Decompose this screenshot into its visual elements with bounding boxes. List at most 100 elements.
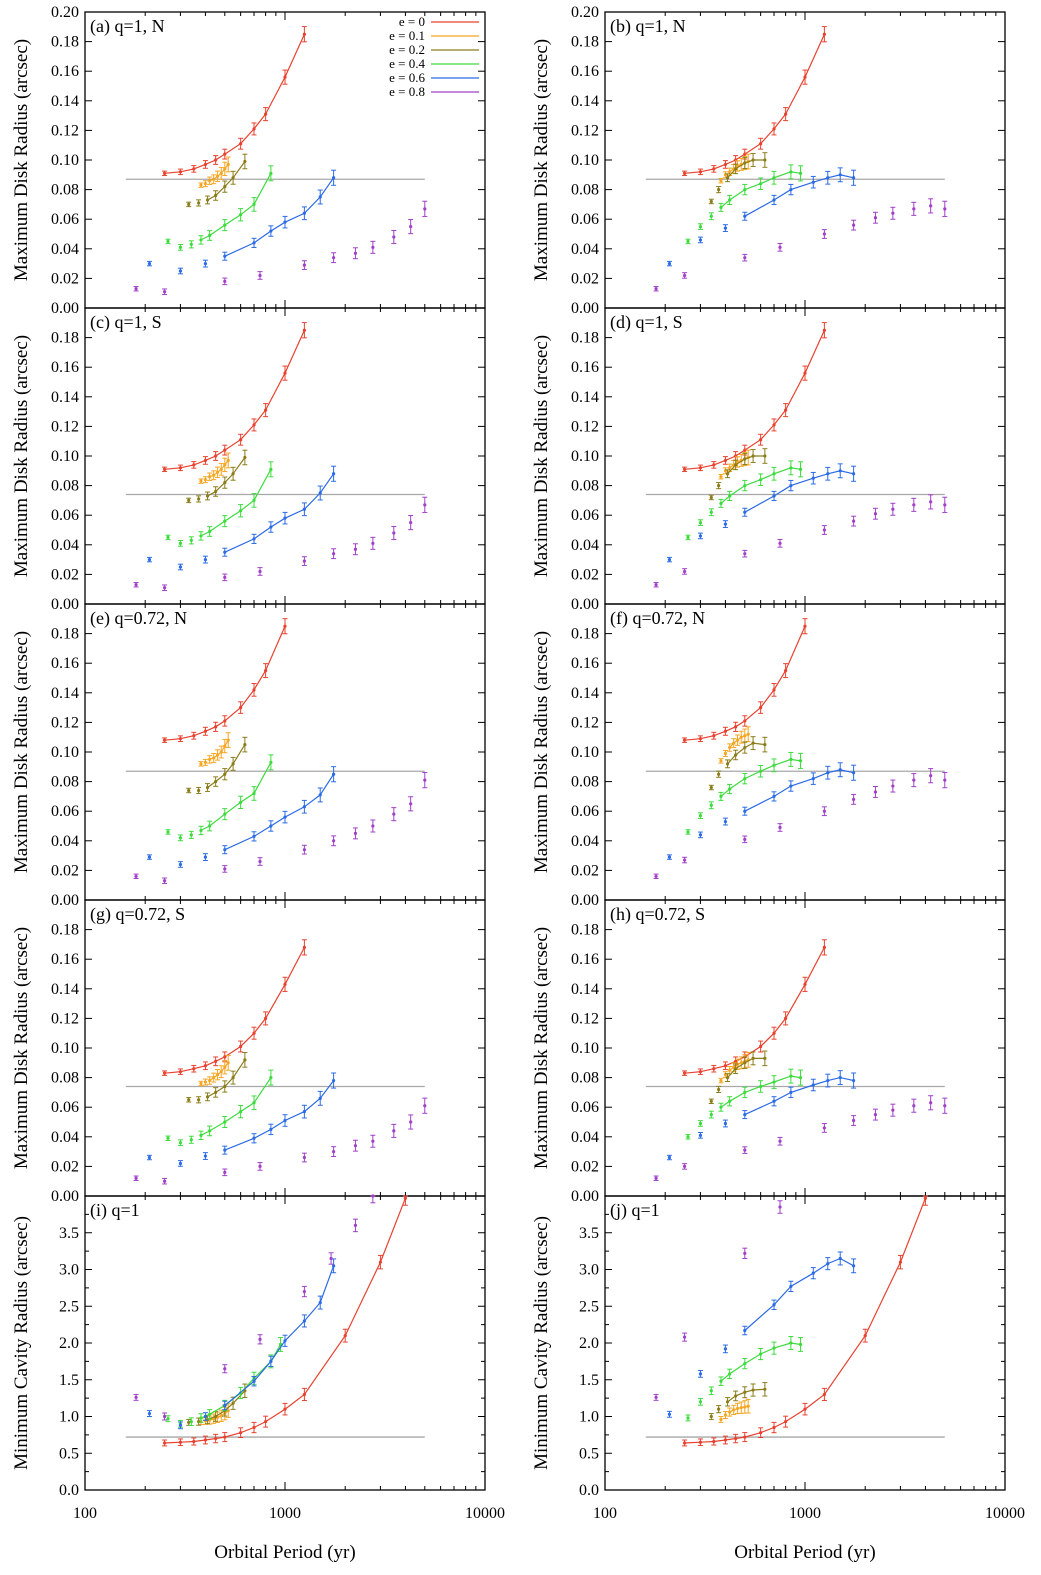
- data-point: [371, 824, 375, 828]
- data-point: [923, 1196, 928, 1200]
- data-point: [759, 706, 763, 710]
- data-point: [717, 1407, 721, 1411]
- data-point: [803, 1407, 807, 1411]
- data-point: [208, 757, 212, 762]
- data-point: [751, 454, 755, 458]
- data-point: [178, 836, 183, 840]
- y-tick-label: 0.02: [51, 270, 79, 287]
- data-point: [723, 819, 728, 824]
- data-point: [283, 1118, 287, 1123]
- y-tick-label: 0.10: [571, 448, 599, 465]
- data-point: [409, 1120, 413, 1124]
- plot-frame: [84, 899, 486, 1197]
- data-point: [223, 1435, 227, 1439]
- data-point: [743, 510, 747, 514]
- data-point: [178, 1423, 183, 1427]
- data-point: [269, 760, 273, 764]
- data-point: [682, 1071, 687, 1075]
- data-point: [822, 1392, 826, 1397]
- data-point: [743, 1435, 747, 1439]
- panel-e: 0.00 0.02 0.04 0.06 0.08 0.10 0.12 0.14 0.16 0.18…: [11, 603, 486, 909]
- data-point: [698, 1372, 703, 1376]
- data-point: [743, 1251, 747, 1255]
- data-point: [205, 1095, 210, 1099]
- data-point: [743, 1328, 747, 1333]
- data-point: [723, 226, 728, 230]
- data-point: [223, 1065, 227, 1069]
- data-point: [214, 454, 218, 458]
- data-point: [943, 503, 947, 507]
- data-point: [743, 448, 747, 452]
- y-tick-label: 0.00: [571, 596, 599, 613]
- data-point: [734, 753, 738, 757]
- data-point: [667, 262, 672, 266]
- data-point: [223, 1120, 227, 1124]
- data-point: [734, 1059, 738, 1063]
- panel-c: 0.00 0.02 0.04 0.06 0.08 0.10 0.12 0.14 0.16 0.18…: [11, 307, 486, 613]
- data-point: [192, 734, 196, 738]
- data-point: [654, 1395, 658, 1399]
- data-point: [252, 834, 256, 838]
- data-point: [725, 176, 730, 180]
- data-point: [717, 1087, 721, 1092]
- y-tick-label: 0.14: [571, 981, 599, 998]
- data-point: [784, 112, 788, 116]
- series-e02: [186, 449, 248, 504]
- data-point: [243, 159, 247, 164]
- y-tick-label: 0.10: [571, 1040, 599, 1057]
- y-axis-label: Maximum Disk Radius (arcsec): [11, 335, 32, 577]
- data-point: [667, 855, 672, 859]
- data-point: [178, 1141, 183, 1145]
- data-point: [772, 494, 776, 498]
- data-point: [252, 1136, 256, 1140]
- data-point: [353, 251, 358, 255]
- series-e0: [162, 322, 307, 473]
- data-point: [698, 737, 703, 741]
- data-point: [226, 1409, 230, 1413]
- data-point: [873, 216, 878, 220]
- y-tick-label: 0.18: [51, 626, 79, 643]
- series-e08: [653, 768, 948, 880]
- data-point: [838, 768, 842, 772]
- data-point: [822, 809, 826, 813]
- y-tick-label: 0.08: [571, 774, 599, 791]
- data-point: [203, 558, 208, 562]
- data-point: [343, 1334, 347, 1338]
- data-point: [789, 1090, 793, 1094]
- data-point: [743, 161, 747, 165]
- data-point: [166, 239, 170, 243]
- y-tick-label: 0.02: [571, 1158, 599, 1175]
- data-point: [719, 475, 723, 479]
- data-point: [318, 1300, 322, 1305]
- data-point: [717, 484, 721, 488]
- data-point: [772, 1080, 776, 1084]
- panel-b: 0.00 0.02 0.04 0.06 0.08 0.10 0.12 0.14 0.16 0.18…: [531, 4, 1006, 317]
- data-point: [302, 559, 306, 563]
- y-tick-label: 0.14: [571, 389, 599, 406]
- data-point: [203, 760, 208, 764]
- data-point: [743, 745, 747, 750]
- series-line: [164, 33, 305, 174]
- data-point: [732, 741, 736, 745]
- data-point: [371, 1194, 375, 1198]
- y-tick-label: 0.04: [51, 833, 79, 850]
- y-tick-label: 0.16: [51, 655, 79, 672]
- data-point: [203, 729, 208, 733]
- data-point: [838, 1256, 842, 1261]
- data-point: [147, 1155, 152, 1160]
- data-point: [258, 273, 262, 278]
- data-point: [283, 982, 287, 986]
- data-point: [223, 867, 227, 871]
- data-point: [912, 1104, 916, 1108]
- data-point: [891, 784, 895, 788]
- data-point: [219, 750, 223, 754]
- data-point: [269, 229, 273, 233]
- y-tick-label: 3.5: [59, 1225, 79, 1242]
- data-point: [728, 198, 732, 202]
- data-point: [332, 176, 336, 180]
- legend-label: e = 0.4: [389, 56, 425, 71]
- data-point: [728, 494, 732, 498]
- data-point: [682, 1164, 687, 1168]
- data-point: [199, 762, 203, 766]
- series-line: [684, 33, 825, 174]
